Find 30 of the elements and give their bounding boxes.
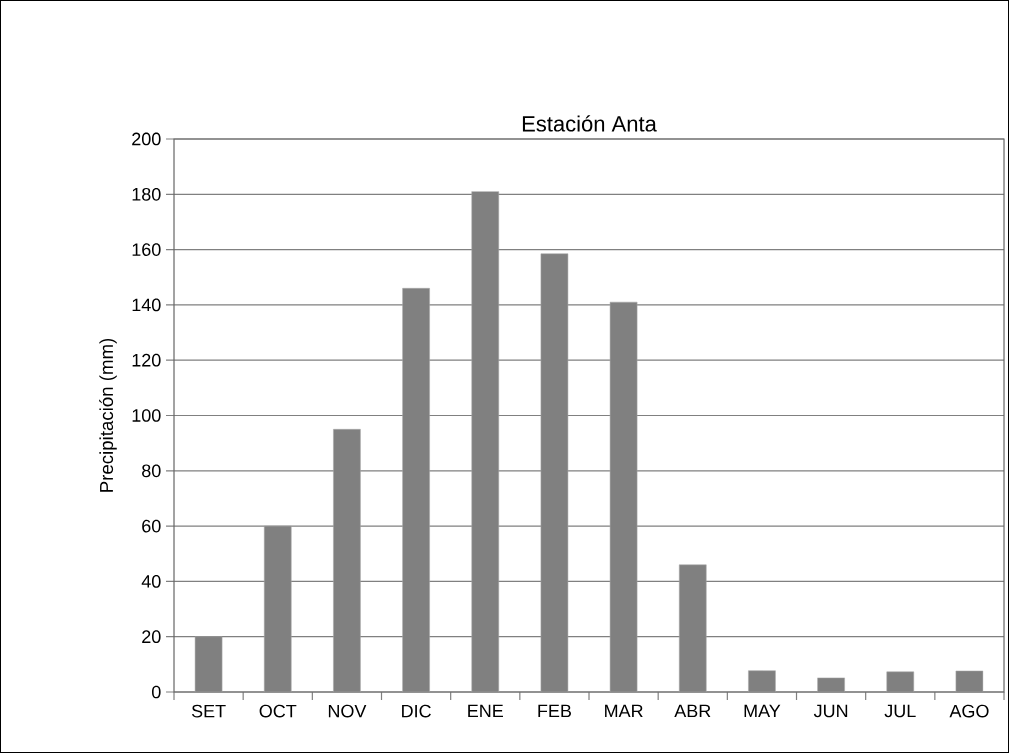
y-tick-label: 120 bbox=[132, 353, 161, 367]
x-tick-label: OCT bbox=[259, 704, 297, 718]
bar bbox=[609, 301, 638, 692]
x-tick-label: ENE bbox=[468, 704, 503, 718]
x-tick-label: MAR bbox=[605, 704, 643, 718]
x-tick-label: DIC bbox=[402, 704, 431, 718]
bar bbox=[540, 253, 569, 692]
y-tick-label: 140 bbox=[132, 298, 161, 312]
bar bbox=[886, 671, 915, 692]
y-tick-label: 0 bbox=[152, 685, 161, 699]
y-tick-label: 200 bbox=[132, 132, 161, 146]
x-tick-label: MAY bbox=[744, 704, 781, 718]
x-tick-label: JUN bbox=[813, 704, 848, 718]
x-tick-label: AGO bbox=[949, 704, 989, 718]
x-tick-label: SET bbox=[191, 704, 226, 718]
bar bbox=[194, 636, 223, 692]
y-axis-title: Precipitación (mm) bbox=[99, 338, 117, 492]
y-tick-label: 100 bbox=[132, 409, 161, 422]
y-tick-label: 20 bbox=[142, 630, 161, 644]
y-tick-label: 180 bbox=[132, 187, 161, 201]
y-tick-label: 80 bbox=[142, 464, 161, 478]
y-tick-label: 60 bbox=[142, 519, 161, 533]
y-tick-label: 40 bbox=[141, 575, 161, 588]
chart-title: Estación Anta bbox=[522, 115, 657, 132]
x-tick-label: FEB bbox=[538, 704, 571, 718]
y-tick-label: 160 bbox=[132, 243, 161, 256]
x-tick-label: ABR bbox=[674, 704, 711, 718]
x-tick-label: JUL bbox=[884, 704, 916, 718]
bar bbox=[748, 670, 776, 692]
x-tick-label: NOV bbox=[328, 704, 367, 718]
